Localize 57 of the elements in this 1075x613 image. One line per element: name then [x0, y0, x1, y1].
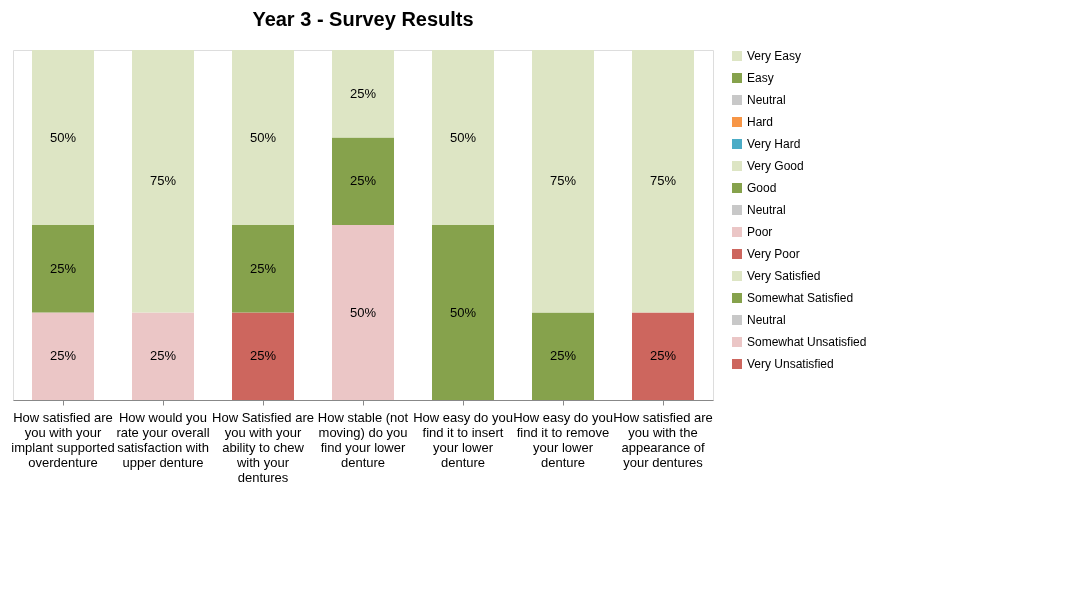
- bar: [32, 225, 94, 313]
- legend-label: Very Hard: [747, 137, 801, 151]
- data-label: 75%: [149, 173, 177, 189]
- data-label: 25%: [349, 173, 377, 189]
- legend-label: Neutral: [747, 93, 786, 107]
- legend-label: Poor: [747, 225, 773, 239]
- bar: [632, 312, 694, 400]
- data-label: 50%: [449, 129, 477, 145]
- bar: [32, 50, 94, 225]
- data-label: 75%: [549, 173, 577, 189]
- bar: [532, 312, 594, 400]
- legend-label: Very Easy: [747, 49, 802, 63]
- legend-label: Easy: [747, 71, 774, 85]
- bar: [332, 50, 394, 138]
- bar: [232, 50, 294, 225]
- bar: [132, 312, 194, 400]
- data-label: 25%: [49, 260, 77, 276]
- legend-label: Good: [747, 181, 777, 195]
- legend-label: Very Poor: [747, 247, 800, 261]
- legend-label: Very Unsatisfied: [747, 357, 834, 371]
- bar: [232, 225, 294, 313]
- data-label: 25%: [349, 85, 377, 101]
- bar: [532, 50, 594, 313]
- x-tick-label: How Satisfied are you with your ability to chew with your dentures: [212, 409, 314, 485]
- data-label: 50%: [249, 129, 277, 145]
- chart-title: Year 3 - Survey Results: [252, 8, 474, 30]
- x-tick-label: How easy do you find it to remove your lower denture: [513, 409, 613, 470]
- bar: [332, 137, 394, 225]
- data-label: 25%: [249, 348, 277, 364]
- legend-label: Somewhat Unsatisfied: [747, 335, 867, 349]
- legend-label: Very Good: [747, 159, 804, 173]
- legend-label: Neutral: [747, 313, 786, 327]
- legend-label: Very Satisfied: [747, 269, 821, 283]
- x-tick-label: How stable (not moving) do you find your lower denture: [317, 409, 409, 470]
- bar: [232, 312, 294, 400]
- bar: [332, 225, 394, 400]
- legend-label: Hard: [747, 115, 774, 129]
- bar: [432, 50, 494, 225]
- bar: [632, 50, 694, 313]
- data-label: 25%: [649, 348, 677, 364]
- data-label: 50%: [449, 304, 477, 320]
- x-tick-label: How easy do you find it to insert your lower denture: [413, 409, 513, 470]
- bar: [32, 312, 94, 400]
- data-label: 25%: [549, 348, 577, 364]
- data-label: 50%: [349, 304, 377, 320]
- bar: [132, 50, 194, 313]
- data-label: 25%: [49, 348, 77, 364]
- x-tick-label: How satisfied are you with the appearance of your dentures: [613, 409, 713, 470]
- legend-label: Somewhat Satisfied: [747, 291, 854, 305]
- legend-label: Neutral: [747, 203, 786, 217]
- data-label: 50%: [49, 129, 77, 145]
- x-tick-label: How would you rate your overall satisfaction with upper denture: [116, 409, 210, 470]
- data-label: 25%: [149, 348, 177, 364]
- data-label: 25%: [249, 260, 277, 276]
- bar: [432, 225, 494, 400]
- x-tick-label: How satisfied are you with your implant supported overdenture: [11, 409, 115, 470]
- data-label: 75%: [649, 173, 677, 189]
